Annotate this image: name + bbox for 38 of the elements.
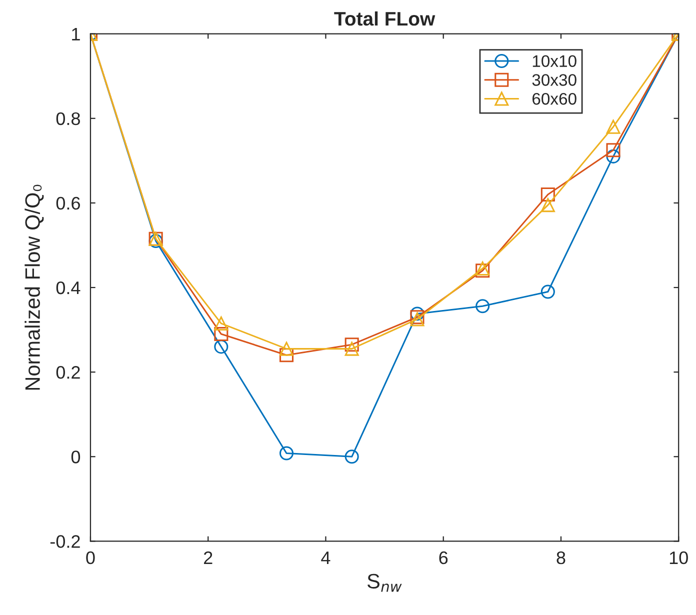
point [606,149,620,164]
x-tick-label: 2 [204,551,212,564]
y-axis-title: Normalized Flow Q/Q₀ [24,184,44,390]
point [476,261,490,276]
y-tick-label: 1 [72,28,80,40]
point [214,327,228,342]
legend-label: 60x60 [532,92,576,105]
point [540,198,555,212]
x-tick-label: 4 [321,552,330,564]
point [279,348,294,362]
point [476,299,490,314]
point [540,284,555,299]
point [148,234,163,248]
point [606,143,620,158]
y-tick-label: -0.2 [50,535,80,548]
legend-label: 10x10 [532,55,576,68]
point [540,187,555,202]
point [214,316,228,330]
point [344,342,359,356]
point [214,340,228,354]
x-tick-label: 8 [556,551,566,564]
x-axis-title: S$_{nw}$ [367,574,402,592]
legend-label: 30x30 [532,74,576,86]
point [344,450,359,464]
point [606,120,620,134]
y-tick-label: 0.6 [56,196,80,210]
point [476,264,490,278]
y-tick-label: 0.8 [56,112,80,126]
y-tick-label: 0.4 [56,281,80,294]
x-tick-label: 6 [439,551,448,564]
x-tick-label: 0 [86,551,95,564]
y-tick-label: 0 [71,450,80,464]
y-tick-label: 0.2 [56,366,80,379]
x-tick-label: 10 [670,551,688,564]
point [279,342,294,356]
chart-title: Total FLow [334,11,436,26]
point [279,446,294,460]
point [344,338,359,352]
